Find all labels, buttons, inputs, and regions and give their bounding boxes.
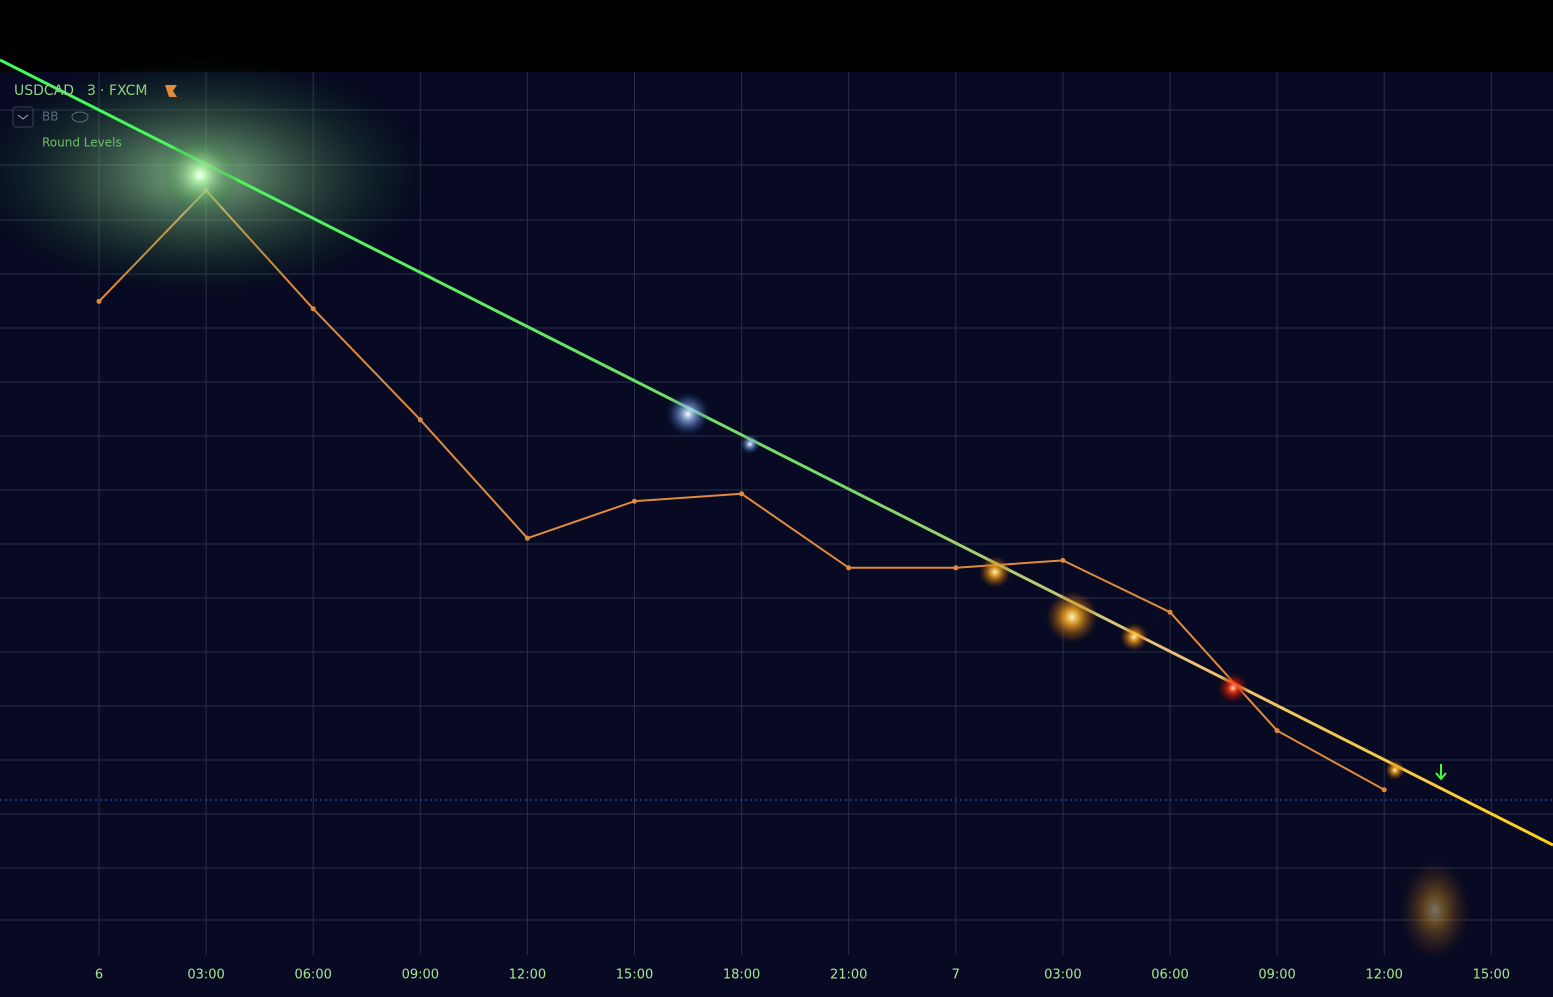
x-tick-label: 15:00	[1473, 968, 1510, 983]
price-point	[739, 491, 745, 497]
price-point	[524, 535, 530, 541]
exchange: FXCM	[109, 83, 147, 99]
price-point	[310, 306, 316, 312]
indicator: BB	[42, 110, 58, 124]
price-point	[417, 417, 423, 423]
h-grid	[0, 109, 1553, 921]
separator: ·	[87, 83, 91, 99]
price-point	[632, 498, 637, 504]
chevron	[17, 114, 29, 120]
price-point	[96, 298, 102, 304]
x-tick-label: 03:00	[187, 968, 224, 983]
price-point	[846, 565, 852, 571]
flag-icon	[165, 85, 177, 97]
x-tick-label: 15:00	[616, 968, 653, 983]
price-point	[953, 565, 959, 571]
collapse-button[interactable]	[12, 106, 34, 128]
interval: 3	[87, 83, 96, 99]
x-tick-label: 12:00	[1365, 968, 1402, 983]
separator: ·	[100, 83, 104, 99]
x-tick-label: 6	[95, 968, 103, 983]
x-tick-label: 09:00	[402, 968, 439, 983]
price-point	[1060, 557, 1066, 563]
indicator: Round Levels	[42, 136, 122, 150]
trend-effects	[0, 55, 1553, 960]
x-tick-label: 06:00	[294, 968, 331, 983]
price-point	[1167, 609, 1173, 615]
x-tick-label: 09:00	[1258, 968, 1295, 983]
legend: USDCAD · 3 · FXCM BB Round Levels	[12, 83, 177, 150]
hide-icon[interactable]	[71, 111, 89, 123]
symbol: USDCAD	[14, 83, 74, 99]
x-tick-label: 18:00	[723, 968, 760, 983]
price-point	[1381, 787, 1387, 793]
x-tick-label: 06:00	[1151, 968, 1188, 983]
x-tick-label: 12:00	[509, 968, 546, 983]
series-layer	[96, 187, 1387, 793]
price-point	[1274, 728, 1280, 734]
x-tick-label: 03:00	[1044, 968, 1081, 983]
x-tick-label: 21:00	[830, 968, 867, 983]
x-axis: 6 03:00 06:00 09:00 12:00 15:00 18:00 21:00 7 03:…	[95, 968, 1510, 983]
x-tick-label: 7	[952, 968, 960, 983]
